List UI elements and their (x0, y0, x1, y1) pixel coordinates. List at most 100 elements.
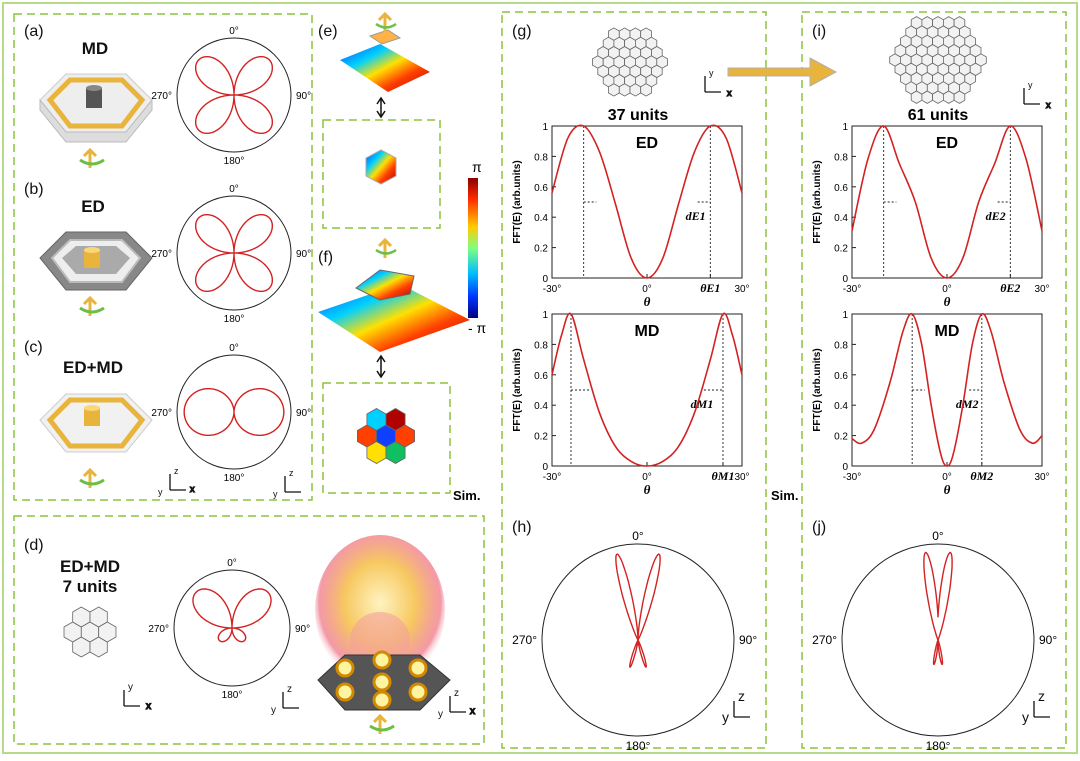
polar-plot-md: 0° 90° 180° 270° (151, 26, 311, 167)
hex-cell (975, 53, 987, 67)
series-line (551, 124, 743, 279)
axis-arrow (1033, 701, 1050, 718)
panel-gh-border (501, 11, 767, 749)
polar-pattern-curve (923, 551, 953, 666)
panel-j-label: (j) (812, 519, 826, 536)
phase-map-f (318, 237, 470, 464)
series-line (851, 312, 1043, 467)
axis-label-x: x (470, 706, 475, 717)
axis-arrow (733, 701, 750, 718)
panel-a-title: MD (82, 39, 108, 58)
polar-pattern-curve (192, 588, 272, 643)
x-tick-label: -30° (543, 284, 561, 295)
x-tick-label: 30° (1034, 284, 1049, 295)
panel-abc-border (13, 13, 313, 501)
polar-pattern-curve (615, 553, 661, 668)
unit-cell-md-illustration (39, 73, 153, 168)
polar-circle (841, 543, 1035, 737)
polar-label-90: 90° (739, 633, 757, 647)
y-tick-label: 0.4 (834, 401, 848, 412)
y-axis-label: FFT(E) (arb.units) (812, 160, 823, 243)
axis-label-left: y (158, 487, 163, 497)
y-tick-label: 0 (542, 462, 548, 473)
colorbar-top-label: π (472, 159, 482, 175)
y-tick-label: 0.8 (834, 152, 848, 163)
x-tick-label: 0° (942, 472, 952, 483)
y-tick-label: 0.8 (534, 340, 548, 351)
axis-label-up: y (128, 682, 133, 693)
chart-title: ED (936, 135, 958, 152)
panel-d-title-1: ED+MD (60, 557, 120, 576)
polar-label-90: 90° (296, 408, 311, 419)
sim-label-mid: Sim. (771, 488, 798, 503)
y-tick-label: 0.2 (534, 244, 548, 255)
hex-cell (656, 55, 668, 69)
polar-label-180: 180° (224, 314, 245, 325)
polar-plot-ed: 0° 90° 180° 270° (151, 184, 311, 325)
axis-arrow (282, 692, 299, 709)
axis-label-up: z (287, 684, 292, 695)
polar-label-0: 0° (229, 343, 239, 354)
phase-map-e (340, 11, 430, 185)
polar-label-180: 180° (222, 690, 243, 701)
panel-borders (13, 11, 1067, 749)
chart-title: MD (635, 323, 660, 340)
panel-c-label: (c) (24, 339, 43, 356)
hex-cell (395, 424, 416, 448)
polar-label-90: 90° (1039, 633, 1057, 647)
polar-label-90: 90° (296, 249, 311, 260)
y-tick-label: 0.6 (534, 183, 548, 194)
y-tick-label: 0 (842, 462, 848, 473)
x-axis-label: θ (644, 294, 651, 309)
polar-label-270: 270° (151, 249, 172, 260)
axis-arrow (169, 474, 186, 491)
width-annotation: dE1 (686, 209, 706, 223)
x-tick-label: -30° (543, 472, 561, 483)
polar-label-0: 0° (227, 558, 237, 569)
series-line (551, 312, 743, 467)
unit-cell-edmd-illustration (39, 393, 153, 488)
polar-circle (541, 543, 735, 737)
panel-e-inset-border (322, 119, 441, 229)
polar-plot-edmd: 0° 90° 180° 270° (151, 343, 311, 484)
polar-circle (173, 569, 291, 687)
x-tick-label: θE1 (700, 281, 720, 295)
axis-arrow (123, 690, 140, 707)
axis-label-x: x (190, 484, 195, 494)
panel-h-label: (h) (512, 519, 532, 536)
x-tick-label: 0° (642, 284, 652, 295)
polar-pattern-curve (195, 56, 273, 134)
axis-label-left: y (438, 709, 443, 720)
panel-ij-border (801, 11, 1067, 749)
y-tick-label: 1 (542, 310, 548, 321)
hex-array-61-units (889, 16, 987, 104)
width-annotation: dM2 (956, 397, 979, 411)
polar-label-270: 270° (512, 633, 537, 647)
polar-label-270: 270° (151, 408, 172, 419)
width-annotation: dM1 (691, 397, 714, 411)
y-axis-label: FFT(E) (arb.units) (812, 348, 823, 431)
phase-colorbar (468, 178, 478, 318)
axis-arrow (449, 696, 466, 713)
axis-label-left: y (271, 705, 276, 716)
y-tick-label: 0.4 (534, 401, 548, 412)
series-line (851, 125, 1043, 279)
polar-circle (176, 37, 292, 153)
chart-title: ED (636, 135, 658, 152)
polar-circle (176, 354, 292, 470)
polar-pattern-curve (183, 388, 285, 436)
polar-plot-61-units: 0° 90° 180° 270° (812, 529, 1057, 753)
polar-label-0: 0° (632, 529, 644, 543)
seven-unit-3d-render (315, 535, 451, 734)
width-annotation: dE2 (986, 209, 1006, 223)
y-tick-label: 1 (842, 122, 848, 133)
x-tick-label: 30° (734, 472, 749, 483)
polar-label-180: 180° (224, 473, 245, 484)
colorbar-bottom-label: - π (468, 320, 487, 336)
